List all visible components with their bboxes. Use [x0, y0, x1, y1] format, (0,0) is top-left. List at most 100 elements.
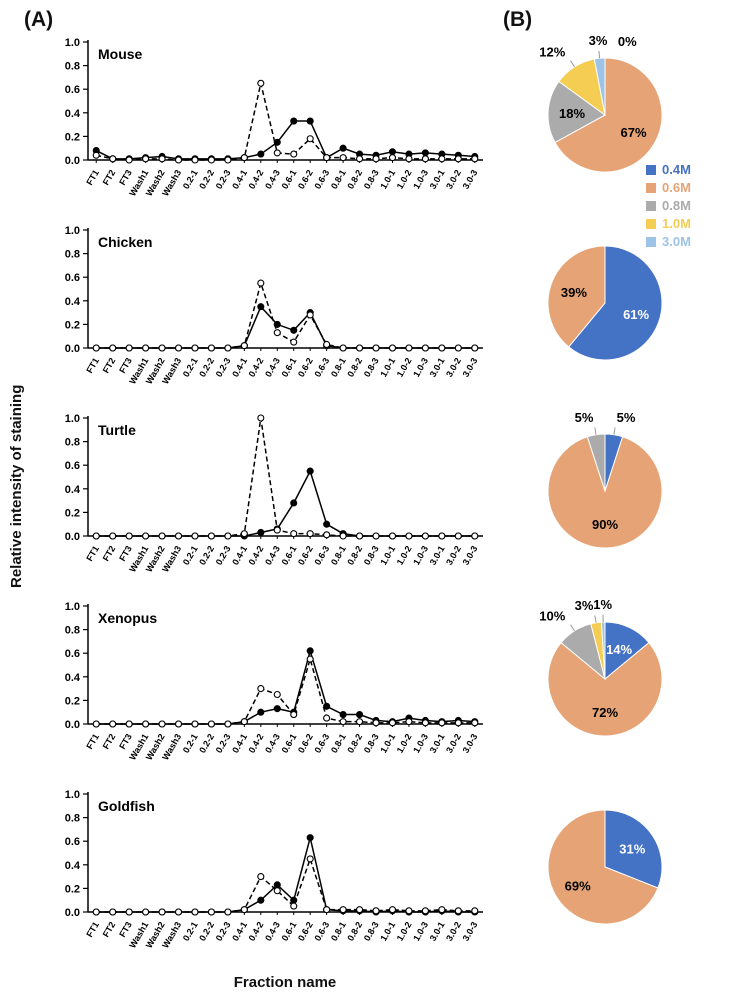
- marker-open-circle: [421, 155, 429, 163]
- marker-open-circle: [207, 532, 215, 540]
- pie-leader-line: [594, 427, 597, 435]
- x-tick-label: 0.2-3: [214, 356, 233, 379]
- y-tick-label: 0.6: [65, 460, 80, 472]
- marker-filled-circle: [290, 326, 298, 334]
- x-tick-label: 0.2-1: [181, 356, 200, 379]
- x-tick-label: 3.0-3: [461, 732, 480, 755]
- marker-open-circle: [356, 718, 364, 726]
- marker-open-circle: [471, 719, 479, 727]
- marker-filled-circle: [257, 528, 265, 537]
- y-tick-label: 0.4: [65, 860, 81, 872]
- marker-open-circle: [125, 156, 133, 164]
- x-axis-title: Fraction name: [233, 974, 337, 991]
- x-tick-label: 0.6-2: [296, 920, 315, 943]
- marker-open-circle: [125, 908, 133, 916]
- x-tick-label: 0.6-3: [312, 920, 331, 943]
- y-tick-label: 0.4: [65, 108, 81, 120]
- x-tick-label: 3.0-2: [444, 920, 463, 943]
- pie-label-0.8M: 10%: [539, 608, 565, 623]
- marker-filled-circle: [257, 708, 265, 716]
- x-tick-label: FT2: [101, 544, 118, 563]
- marker-open-circle: [207, 720, 215, 728]
- marker-open-circle: [158, 344, 166, 352]
- series-line-dashed: [96, 83, 475, 161]
- pie-label-1.0M: 3%: [575, 598, 594, 613]
- marker-open-circle: [109, 532, 117, 540]
- marker-open-circle: [191, 720, 199, 728]
- marker-open-circle: [454, 719, 462, 727]
- marker-open-circle: [339, 344, 347, 352]
- pie-label-0.4M: 61%: [623, 307, 649, 322]
- marker-open-circle: [257, 279, 265, 287]
- y-tick-label: 0.2: [65, 883, 80, 895]
- y-tick-label: 0.6: [65, 836, 80, 848]
- y-tick-label: 1.0: [65, 37, 80, 49]
- x-tick-label: 0.8-2: [345, 356, 364, 379]
- pie-chart-chicken: 61% 39%: [547, 245, 663, 361]
- pie-label-3.0M: 3%: [589, 33, 608, 48]
- series-line-dashed: [96, 856, 475, 913]
- x-tick-label: 0.4-2: [247, 732, 266, 755]
- marker-open-circle: [109, 344, 117, 352]
- x-tick-label: 3.0-3: [461, 920, 480, 943]
- x-tick-label: 0.2-2: [197, 168, 216, 191]
- chart-title: Mouse: [98, 46, 143, 62]
- legend-label: 1.0M: [662, 216, 691, 231]
- x-tick-label: 1.0-1: [378, 544, 397, 567]
- legend-item-0.6M: 0.6M: [646, 180, 691, 195]
- pie-slice-0.4M: [604, 809, 663, 889]
- line-charts-column: 0.0 0.2 0.4 0.6 0.8 1.0 FT1 FT2 FT3 Wash1 Wash2 Was…: [30, 32, 500, 972]
- marker-open-circle: [438, 719, 446, 727]
- marker-open-circle: [405, 344, 413, 352]
- y-tick-label: 1.0: [65, 413, 80, 425]
- y-tick-label: 0.2: [65, 131, 80, 143]
- marker-open-circle: [240, 154, 248, 162]
- y-tick-label: 0.2: [65, 319, 80, 331]
- x-tick-label: 1.0-3: [411, 544, 430, 567]
- marker-filled-circle: [290, 117, 298, 125]
- marker-open-circle: [174, 344, 183, 352]
- marker-filled-circle: [306, 467, 314, 475]
- marker-filled-circle: [273, 705, 281, 713]
- marker-open-circle: [405, 718, 413, 726]
- x-tick-label: 0.2-3: [214, 544, 233, 567]
- x-tick-label: 0.2-3: [214, 168, 233, 191]
- pie-label-0.8M: 18%: [559, 106, 585, 121]
- marker-open-circle: [92, 720, 100, 728]
- marker-open-circle: [454, 344, 462, 352]
- marker-open-circle: [174, 156, 183, 164]
- marker-filled-circle: [356, 711, 364, 719]
- x-tick-label: 1.0-1: [378, 356, 397, 379]
- marker-filled-circle: [339, 144, 347, 152]
- marker-open-circle: [372, 719, 380, 727]
- pie-slice-0.6M: [547, 245, 606, 348]
- x-tick-label: 0.2-1: [181, 732, 200, 755]
- marker-open-circle: [158, 720, 166, 728]
- x-tick-label: 0.4-3: [263, 732, 282, 755]
- x-tick-label: FT1: [84, 920, 101, 939]
- marker-open-circle: [257, 873, 265, 881]
- x-tick-label: 0.4-1: [230, 356, 249, 379]
- marker-open-circle: [240, 906, 248, 914]
- pie-chart-goldfish: 31% 69%: [547, 809, 663, 925]
- marker-open-circle: [92, 532, 100, 540]
- marker-open-circle: [191, 156, 199, 164]
- x-tick-label: 0.2-3: [214, 732, 233, 755]
- x-tick-label: 0.8-3: [362, 168, 381, 191]
- marker-open-circle: [273, 887, 281, 895]
- marker-open-circle: [306, 855, 314, 863]
- x-tick-label: 3.0-1: [428, 544, 447, 567]
- marker-open-circle: [454, 155, 462, 163]
- marker-open-circle: [92, 151, 100, 159]
- series-line-solid: [96, 648, 475, 725]
- x-tick-label: 1.0-1: [378, 732, 397, 755]
- y-tick-label: 0.2: [65, 695, 80, 707]
- series-line-dashed: [96, 280, 475, 349]
- marker-open-circle: [125, 532, 133, 540]
- marker-open-circle: [339, 532, 347, 540]
- marker-open-circle: [240, 342, 248, 350]
- y-tick-label: 1.0: [65, 601, 80, 613]
- x-tick-label: 0.4-1: [230, 544, 249, 567]
